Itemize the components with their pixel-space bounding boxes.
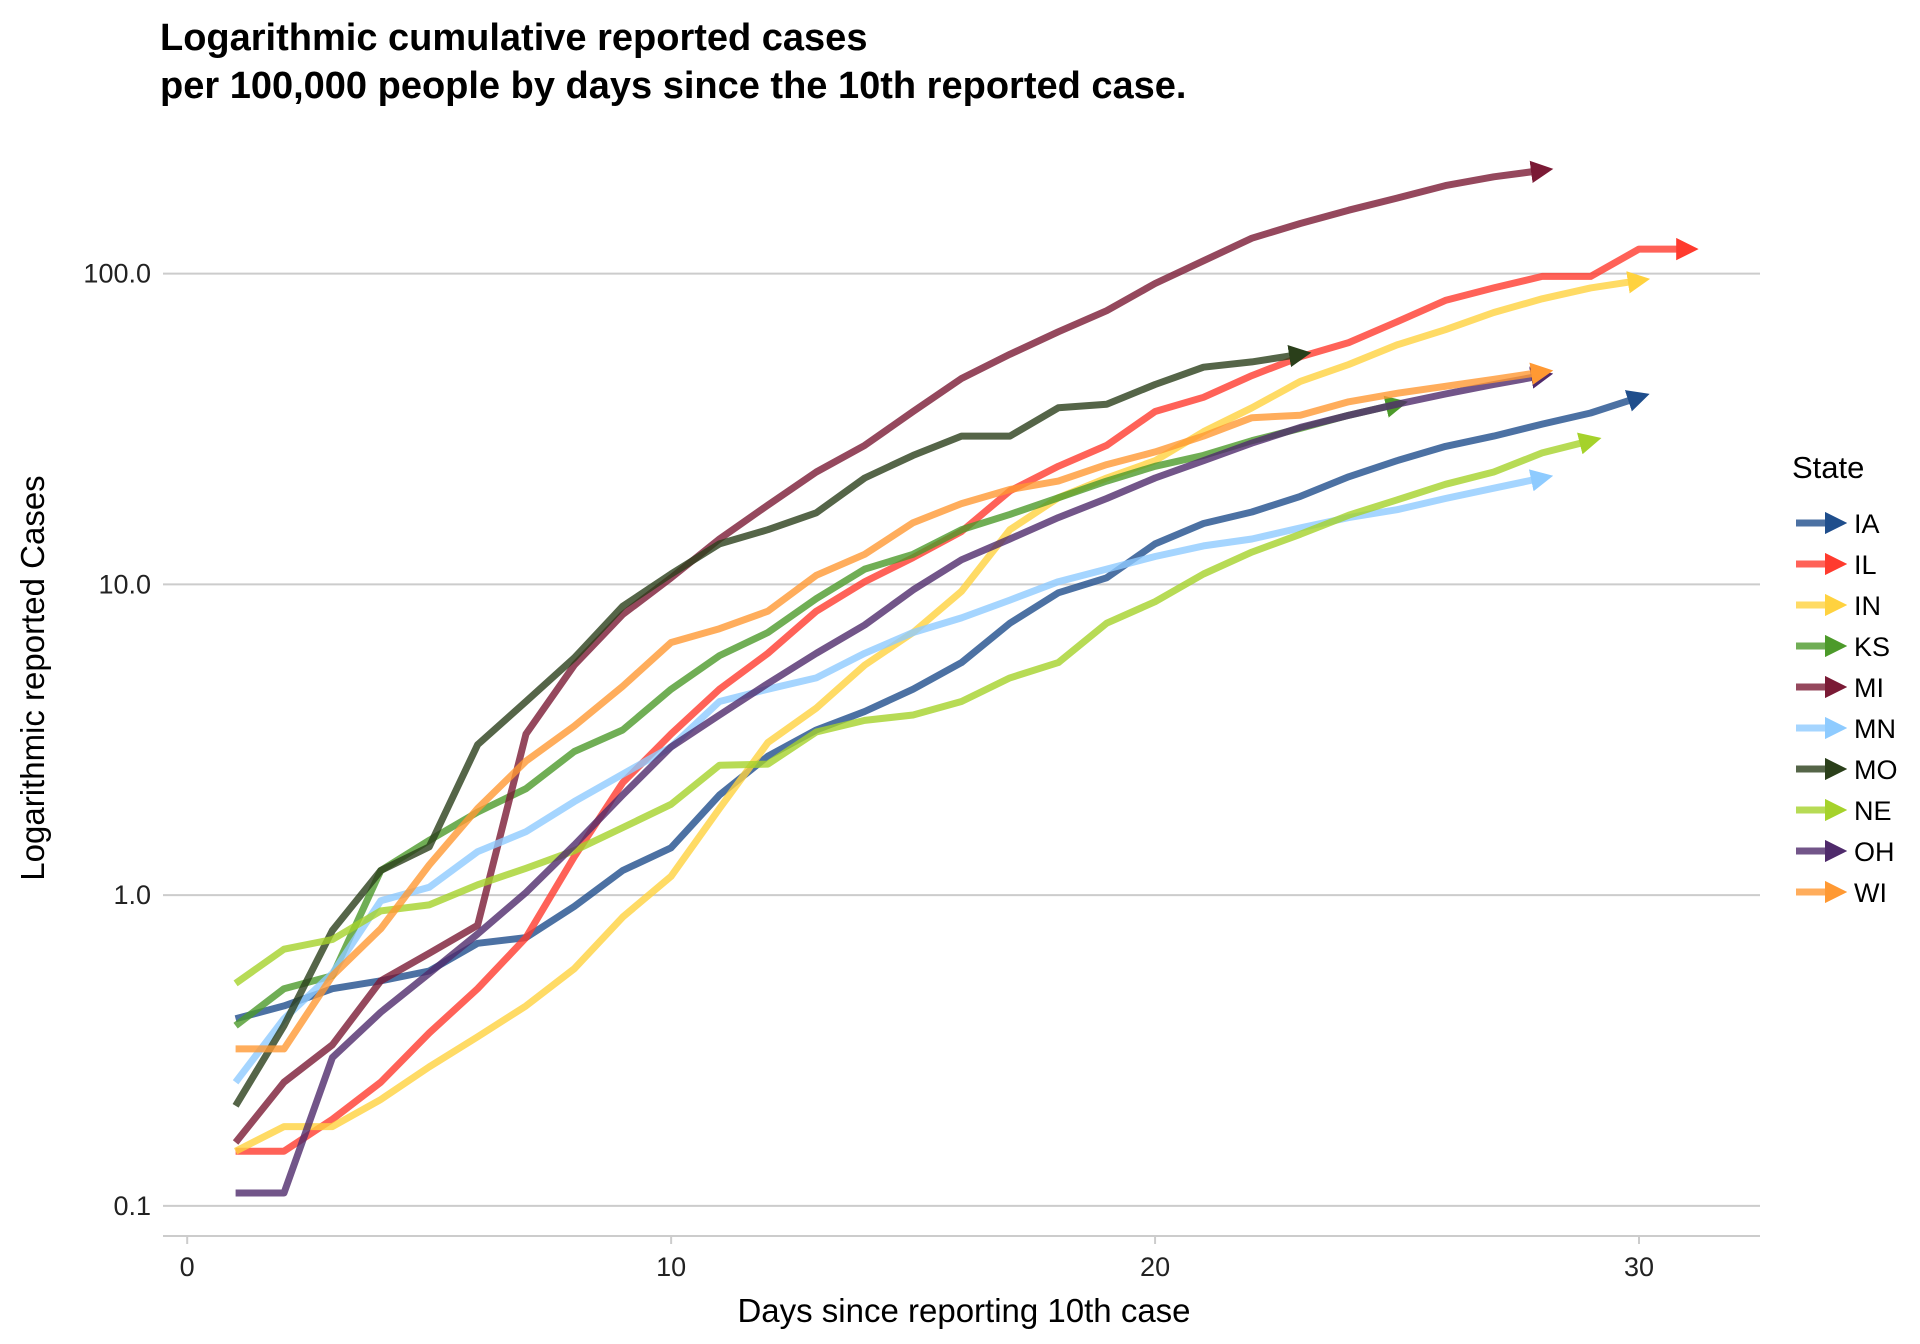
x-tick-label: 10 xyxy=(656,1252,686,1282)
legend-label: MO xyxy=(1854,755,1898,785)
legend-label: IN xyxy=(1854,591,1881,621)
y-tick-label: 1.0 xyxy=(113,880,151,910)
legend-item-in: IN xyxy=(1796,591,1881,621)
y-tick-label: 10.0 xyxy=(98,569,151,599)
legend-item-mi: MI xyxy=(1796,673,1884,703)
y-tick-label: 100.0 xyxy=(83,259,151,289)
legend-label: MI xyxy=(1854,673,1884,703)
series-line-in xyxy=(234,271,1651,1155)
chart-title-line-1: Logarithmic cumulative reported cases xyxy=(160,17,868,59)
x-tick-label: 20 xyxy=(1140,1252,1170,1282)
legend-item-ia: IA xyxy=(1796,509,1880,539)
legend-label: OH xyxy=(1854,837,1895,867)
legend-item-il: IL xyxy=(1796,550,1877,580)
series-line-ks xyxy=(233,395,1408,1029)
legend-label: NE xyxy=(1854,796,1892,826)
series-line-mi xyxy=(232,160,1554,1145)
series-line-ia xyxy=(234,390,1650,1023)
y-tick-label: 0.1 xyxy=(113,1191,151,1221)
legend-label: IA xyxy=(1854,509,1880,539)
gridlines xyxy=(163,272,1760,1207)
x-tick-label: 30 xyxy=(1624,1252,1654,1282)
y-axis-title: Logarithmic reported Cases xyxy=(14,475,51,880)
x-axis-title: Days since reporting 10th case xyxy=(737,1292,1190,1329)
series-line-mo xyxy=(232,344,1312,1108)
legend-item-mn: MN xyxy=(1796,714,1896,744)
chart-title: Logarithmic cumulative reported cases pe… xyxy=(160,14,1186,110)
legend-label: MN xyxy=(1854,714,1896,744)
legend-label: WI xyxy=(1854,878,1887,908)
axes: 0.1 1.0 10.0 100.0 0 10 20 30 xyxy=(83,259,1760,1282)
legend-label: KS xyxy=(1854,632,1890,662)
series-line-ne xyxy=(233,432,1602,987)
series-line-oh xyxy=(235,366,1554,1197)
legend-item-mo: MO xyxy=(1796,755,1898,785)
x-tick-label: 0 xyxy=(180,1252,195,1282)
legend-item-oh: OH xyxy=(1796,837,1895,867)
legend-title: State xyxy=(1792,450,1864,485)
series-line-wi xyxy=(235,362,1554,1053)
legend-item-ne: NE xyxy=(1796,796,1892,826)
legend-item-ks: KS xyxy=(1796,632,1890,662)
chart-title-line-2: per 100,000 people by days since the 10t… xyxy=(160,65,1187,107)
legend: State IA IL IN KS MI MN MO NE OH WI xyxy=(1792,450,1898,908)
legend-items: IA IL IN KS MI MN MO NE OH WI xyxy=(1796,509,1898,908)
series-lines xyxy=(232,160,1699,1197)
legend-label: IL xyxy=(1854,550,1877,580)
legend-item-wi: WI xyxy=(1796,878,1887,908)
